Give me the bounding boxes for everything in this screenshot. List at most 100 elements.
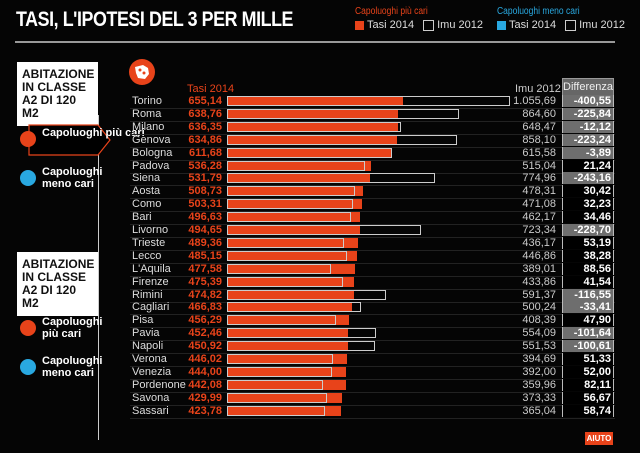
city-label: Genova — [132, 133, 171, 146]
table-row: Venezia 444,00 392,00 52,00 — [130, 365, 615, 380]
city-label: Bologna — [132, 146, 173, 159]
legend-label: Imu 2012 — [437, 19, 483, 31]
imu-header: Imu 2012 — [515, 83, 561, 95]
table-row: Napoli 450,92 551,53 -100,61 — [130, 340, 615, 355]
imu-value-label: 615,58 — [522, 146, 556, 159]
table-row: Milano 636,35 648,47 -12,12 — [130, 120, 615, 135]
table-row: Lecco 485,15 446,86 38,28 — [130, 249, 615, 264]
table-row: Cagliari 466,83 500,24 -33,41 — [130, 301, 615, 316]
table-row: Pisa 456,29 408,39 47,90 — [130, 314, 615, 329]
tasi-value-label: 503,31 — [188, 198, 222, 211]
tasi-value-label: 466,83 — [188, 301, 222, 314]
sidebar-item-piu-cari[interactable]: Capoluoghi più cari — [42, 316, 103, 340]
differenza-value: 32,23 — [562, 198, 614, 211]
imu-bar — [227, 263, 332, 274]
imu-bar — [227, 354, 333, 364]
table-row: Bologna 611,68 615,58 -3,89 — [130, 146, 615, 161]
imu-bar — [227, 341, 375, 352]
tasi-bar — [227, 379, 346, 390]
tasi-bar — [227, 173, 370, 184]
imu-bar — [227, 392, 328, 403]
sidebar-block-title: ABITAZIONE IN CLASSE A2 DI 120 M2 — [17, 252, 98, 316]
tasi-bar — [227, 354, 347, 364]
imu-value-label: 864,60 — [522, 107, 556, 120]
tasi-bar — [227, 121, 398, 132]
tasi-header: Tasi 2014 — [187, 83, 235, 95]
differenza-value: 82,11 — [562, 378, 614, 391]
city-label: Bari — [132, 211, 152, 224]
sidebar-divider — [98, 115, 99, 440]
table-row: Livorno 494,65 723,34 -228,70 — [130, 224, 615, 238]
tasi-bar — [227, 366, 347, 377]
tasi-value-label: 508,73 — [188, 185, 222, 198]
tasi-bar — [227, 341, 348, 352]
table-row: Aosta 508,73 478,31 30,42 — [130, 185, 615, 200]
city-label: Savona — [132, 391, 170, 404]
city-label: Pordenone — [132, 378, 186, 391]
differenza-value: 52,00 — [562, 365, 614, 378]
table-row: Bari 496,63 462,17 34,46 — [130, 211, 615, 226]
legend-group-2[interactable]: Capoluoghi meno cari Tasi 2014 Imu 2012 — [497, 6, 625, 31]
imu-bar — [227, 212, 351, 223]
table-row: Trieste 489,36 436,17 53,19 — [130, 236, 615, 251]
tasi-swatch-icon — [497, 20, 506, 30]
differenza-value: 53,19 — [562, 236, 614, 249]
blue-dot-icon — [20, 170, 36, 186]
imu-value-label: 389,01 — [522, 262, 556, 275]
tasi-swatch-icon — [355, 20, 364, 30]
imu-value-label: 462,17 — [522, 211, 556, 224]
differenza-value: -243,16 — [562, 172, 614, 185]
imu-value-label: 359,96 — [522, 378, 556, 391]
legend-title: Capoluoghi più cari — [355, 6, 428, 17]
red-dot-icon — [20, 320, 36, 336]
imu-value-label: 1.055,69 — [513, 95, 556, 107]
sidebar-item-meno-cari[interactable]: Capoluoghi meno cari — [42, 355, 103, 379]
tasi-value-label: 474,82 — [188, 288, 222, 301]
tasi-value-label: 638,76 — [188, 107, 222, 120]
legend-label: Tasi 2014 — [509, 19, 557, 31]
selected-arrow-frame — [28, 124, 111, 156]
city-label: Sassari — [132, 404, 169, 417]
imu-bar — [227, 328, 376, 339]
imu-bar — [227, 315, 337, 326]
imu-bar — [227, 366, 333, 377]
imu-bar — [227, 237, 344, 248]
tasi-bar — [227, 263, 356, 274]
tasi-bar — [227, 199, 362, 210]
imu-value-label: 500,24 — [522, 301, 556, 314]
tasi-bar — [227, 276, 355, 287]
tasi-value-label: 489,36 — [188, 236, 222, 249]
tasi-bar — [227, 315, 350, 326]
imu-bar — [227, 134, 458, 145]
differenza-value: -33,41 — [562, 301, 614, 314]
table-row: Torino 655,14 1.055,69 -400,55 — [130, 95, 615, 109]
tasi-bar — [227, 186, 364, 197]
table-row: Siena 531,79 774,96 -243,16 — [130, 172, 615, 187]
differenza-value: -3,89 — [562, 146, 614, 159]
tasi-value-label: 450,92 — [188, 340, 222, 353]
differenza-value: 34,46 — [562, 211, 614, 224]
sidebar-item-piu-cari[interactable]: Capoluoghi più cari — [42, 127, 145, 139]
imu-swatch-icon — [423, 19, 435, 31]
tasi-value-label: 496,63 — [188, 211, 222, 224]
tasi-bar — [227, 302, 353, 313]
tasi-bar — [227, 134, 398, 145]
legend-group-1[interactable]: Capoluoghi più cari Tasi 2014 Imu 2012 — [355, 6, 483, 31]
sidebar-block-title: ABITAZIONE IN CLASSE A2 DI 120 M2 — [17, 62, 98, 126]
legend-label: Imu 2012 — [579, 19, 625, 31]
tasi-value-label: 456,29 — [188, 314, 222, 327]
tasi-bar — [227, 289, 355, 300]
imu-value-label: 648,47 — [522, 120, 556, 133]
city-label: Siena — [132, 172, 161, 185]
sidebar-item-meno-cari[interactable]: Capoluoghi meno cari — [42, 166, 103, 190]
differenza-value: 51,33 — [562, 353, 614, 365]
table-row: Savona 429,99 373,33 56,67 — [130, 391, 615, 406]
tasi-bar — [227, 225, 360, 235]
help-button[interactable]: AIUTO — [585, 432, 613, 445]
imu-bar — [227, 96, 510, 106]
imu-bar — [227, 147, 393, 158]
differenza-value: 38,28 — [562, 249, 614, 262]
tasi-value-label: 485,15 — [188, 249, 222, 262]
title-divider — [15, 41, 615, 43]
